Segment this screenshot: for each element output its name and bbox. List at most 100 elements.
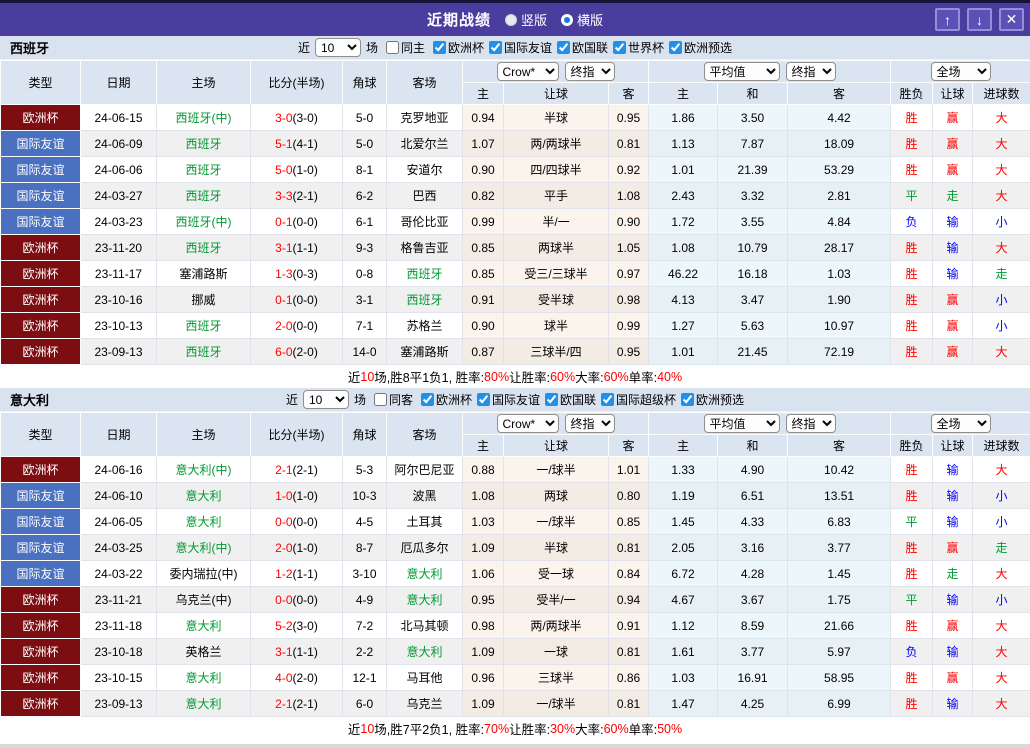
away-team-cell: 厄瓜多尔 (386, 534, 463, 561)
goals-result-cell: 大 (972, 104, 1030, 131)
stats-summary: 近 10 场,胜7平2负1, 胜率: 70% 让胜率: 30% 大率: 60% 单率: 50… (0, 717, 1030, 740)
corner-cell: 6-2 (342, 182, 387, 209)
layout-vertical-option[interactable]: 竖版 (504, 10, 547, 29)
avg-away-odds-cell: 5.97 (787, 638, 892, 665)
league-type-cell: 国际友谊 (0, 156, 81, 183)
summary-segment: 30% (550, 721, 576, 736)
crow-home-odds-cell: 1.09 (462, 638, 504, 665)
average-select[interactable]: 平均值 (703, 414, 780, 433)
goals-result-cell: 小 (972, 586, 1030, 613)
result-cell: 平 (890, 182, 934, 209)
corner-cell: 3-1 (342, 286, 387, 313)
league-filter[interactable]: 欧国联 (552, 39, 608, 56)
league-filter[interactable]: 世界杯 (608, 39, 664, 56)
score-cell: 6-0(2-0) (250, 338, 343, 365)
score-cell: 1-3(0-3) (250, 260, 343, 287)
avg-index-select[interactable]: 终指 (785, 62, 836, 81)
league-checkbox[interactable] (613, 40, 627, 54)
crow-home-odds-cell: 0.91 (462, 286, 504, 313)
same-venue-filter[interactable]: 同主 (381, 39, 425, 56)
crow-index-select[interactable]: 终指 (564, 62, 615, 81)
avg-home-odds-cell: 1.08 (648, 234, 719, 261)
league-filter[interactable]: 欧洲杯 (416, 391, 472, 408)
vertical-label: 竖版 (520, 13, 547, 28)
crow-away-odds-cell: 0.95 (607, 338, 650, 365)
league-checkbox[interactable] (681, 392, 695, 406)
home-team-cell: 西班牙 (156, 130, 251, 157)
move-down-button[interactable]: ↓ (967, 8, 992, 31)
goals-result-cell: 走 (972, 260, 1030, 287)
score-cell: 5-2(3-0) (250, 612, 343, 639)
league-filter[interactable]: 国际友谊 (472, 391, 540, 408)
league-filter[interactable]: 欧洲杯 (428, 39, 484, 56)
period-select[interactable]: 全场 (930, 414, 991, 433)
close-button[interactable]: ✕ (999, 8, 1024, 31)
handicap-result-cell: 输 (932, 234, 974, 261)
bookmaker-select[interactable]: Crow* (496, 62, 559, 81)
handicap-cell: 两球 (503, 482, 609, 509)
match-count-select[interactable]: 10 (314, 38, 361, 57)
fulltime-score: 1-2 (275, 566, 293, 581)
col-date: 日期 (80, 60, 157, 105)
average-select[interactable]: 平均值 (703, 62, 780, 81)
league-type-cell: 国际友谊 (0, 208, 81, 235)
avg-away-odds-cell: 18.09 (787, 130, 892, 157)
match-row: 欧洲杯 23-10-13 西班牙 2-0(0-0) 7-1 苏格兰 0.90 球半 0.99 1.… (0, 312, 1030, 339)
col-avg-away: 客 (787, 434, 892, 457)
avg-index-select[interactable]: 终指 (785, 414, 836, 433)
move-up-button[interactable]: ↑ (935, 8, 960, 31)
goals-result-cell: 小 (972, 508, 1030, 535)
league-checkbox[interactable] (545, 392, 559, 406)
handicap-cell: 两球半 (503, 234, 609, 261)
score-cell: 2-0(1-0) (250, 534, 343, 561)
score-cell: 3-1(1-1) (250, 638, 343, 665)
col-result: 胜负 (890, 82, 934, 105)
league-checkbox[interactable] (420, 392, 434, 406)
layout-horizontal-option[interactable]: 横版 (561, 10, 603, 29)
away-team-cell: 巴西 (386, 182, 463, 209)
crow-home-odds-cell: 0.95 (462, 586, 504, 613)
league-filters: 欧洲杯 国际友谊 欧国联 国际超级杯 欧洲预选 (416, 391, 744, 409)
league-filter[interactable]: 国际超级杯 (596, 391, 676, 408)
average-odds-group: 平均值 终指 (648, 60, 892, 83)
avg-draw-odds-cell: 16.18 (717, 260, 789, 287)
league-checkbox[interactable] (601, 392, 615, 406)
result-cell: 胜 (890, 260, 934, 287)
summary-segment: 60% (550, 369, 576, 384)
match-row: 欧洲杯 23-11-21 乌克兰(中) 0-0(0-0) 4-9 意大利 0.95 受半/一 0… (0, 586, 1030, 613)
same-venue-checkbox[interactable] (373, 393, 387, 406)
crow-away-odds-cell: 0.98 (607, 286, 650, 313)
period-select[interactable]: 全场 (930, 62, 991, 81)
avg-home-odds-cell: 1.03 (648, 664, 719, 691)
league-checkbox[interactable] (669, 40, 683, 54)
handicap-result-cell: 赢 (932, 130, 974, 157)
match-count-select[interactable]: 10 (302, 390, 349, 409)
league-checkbox[interactable] (557, 40, 571, 54)
match-row: 国际友谊 24-06-06 西班牙 5-0(1-0) 8-1 安道尔 0.90 四/四球半 0.… (0, 156, 1030, 183)
away-team-cell: 阿尔巴尼亚 (386, 456, 463, 483)
avg-home-odds-cell: 46.22 (648, 260, 719, 287)
league-filter[interactable]: 国际友谊 (484, 39, 552, 56)
league-filter[interactable]: 欧国联 (540, 391, 596, 408)
same-venue-checkbox[interactable] (385, 41, 399, 54)
league-filter[interactable]: 欧洲预选 (664, 39, 732, 56)
same-venue-filter[interactable]: 同客 (369, 391, 413, 408)
result-cell: 胜 (890, 312, 934, 339)
corner-cell: 8-7 (342, 534, 387, 561)
result-cell: 平 (890, 508, 934, 535)
league-checkbox[interactable] (489, 40, 502, 54)
goals-result-cell: 小 (972, 208, 1030, 235)
crow-index-select[interactable]: 终指 (564, 414, 615, 433)
bookmaker-select[interactable]: Crow* (496, 414, 559, 433)
league-filter[interactable]: 欧洲预选 (676, 391, 744, 408)
match-row: 欧洲杯 23-10-16 挪威 0-1(0-0) 3-1 西班牙 0.91 受半球 0.98 4.… (0, 286, 1030, 313)
handicap-cell: 两/两球半 (503, 612, 609, 639)
crow-home-odds-cell: 0.90 (462, 312, 504, 339)
col-crow-home: 主 (462, 434, 504, 457)
away-team-cell: 西班牙 (386, 286, 463, 313)
handicap-result-cell: 输 (932, 690, 974, 717)
crow-away-odds-cell: 0.91 (607, 612, 650, 639)
fulltime-score: 0-1 (275, 292, 293, 307)
league-checkbox[interactable] (477, 392, 490, 406)
league-checkbox[interactable] (432, 40, 446, 54)
